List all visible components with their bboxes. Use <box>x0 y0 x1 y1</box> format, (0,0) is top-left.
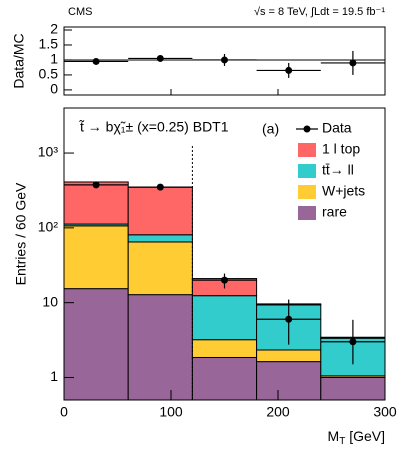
x-tick-label: 200 <box>266 404 290 420</box>
bar-segment <box>256 349 322 363</box>
x-tick-label: 0 <box>60 404 68 420</box>
data-point <box>349 338 357 346</box>
legend-marker <box>303 125 311 133</box>
data-point <box>285 315 293 323</box>
bar-segment <box>127 186 193 236</box>
x-label-unit: [GeV] <box>345 428 385 444</box>
x-tick-label: 300 <box>373 404 397 420</box>
legend-label: rare <box>322 204 347 220</box>
bar-segment <box>127 241 193 296</box>
y-tick-label: 10 <box>42 293 58 309</box>
panel-label: (a) <box>262 121 279 137</box>
bar-segment <box>63 225 129 290</box>
y-tick-label: 1 <box>50 51 58 67</box>
bar-segment <box>63 288 129 401</box>
legend-swatch <box>298 206 316 220</box>
data-point <box>221 56 228 64</box>
data-point <box>349 59 357 67</box>
bar-segment <box>191 339 258 358</box>
legend-swatch <box>298 185 316 199</box>
legend-label: tt̄→ ll <box>322 162 354 178</box>
legend-label: W+jets <box>322 183 365 199</box>
data-point <box>92 57 100 65</box>
experiment-label: CMS <box>68 6 92 18</box>
x-label-sub: T <box>339 436 345 447</box>
data-point <box>221 276 228 284</box>
bar-segment <box>191 295 258 341</box>
y-tick-label: 0.5 <box>39 66 59 82</box>
legend-swatch <box>298 164 316 178</box>
y-tick-label: 10² <box>38 219 59 235</box>
data-point <box>92 181 100 189</box>
legend-label: Data <box>322 120 352 136</box>
y-axis-label: Data/MC <box>11 33 27 88</box>
bar-segment <box>191 356 258 401</box>
y-tick-label: 1.5 <box>39 36 59 52</box>
legend-swatch <box>298 143 316 157</box>
lumi-label: √s = 8 TeV, ∫Ldt = 19.5 fb⁻¹ <box>254 6 385 18</box>
y-tick-label: 0 <box>50 81 58 97</box>
y-axis-label: Entries / 60 GeV <box>13 182 29 285</box>
bar-segment <box>320 376 386 401</box>
legend-label: 1 l top <box>322 141 360 157</box>
y-tick-label: 2 <box>50 21 58 37</box>
y-tick-label: 10³ <box>38 144 59 160</box>
bar-segment <box>256 361 322 401</box>
x-label-main: M <box>328 428 340 444</box>
main-frame <box>63 107 386 401</box>
data-point <box>285 66 293 74</box>
data-point <box>156 183 164 191</box>
annotation: t̃ → bχ̃₁± (x=0.25) BDT1 <box>79 119 229 135</box>
x-axis-label: MT [GeV] <box>328 428 385 447</box>
bar-segment <box>127 294 193 401</box>
data-point <box>156 54 164 62</box>
bar-segment <box>127 234 193 243</box>
x-tick-label: 100 <box>159 404 183 420</box>
y-tick-label: 1 <box>50 368 58 384</box>
